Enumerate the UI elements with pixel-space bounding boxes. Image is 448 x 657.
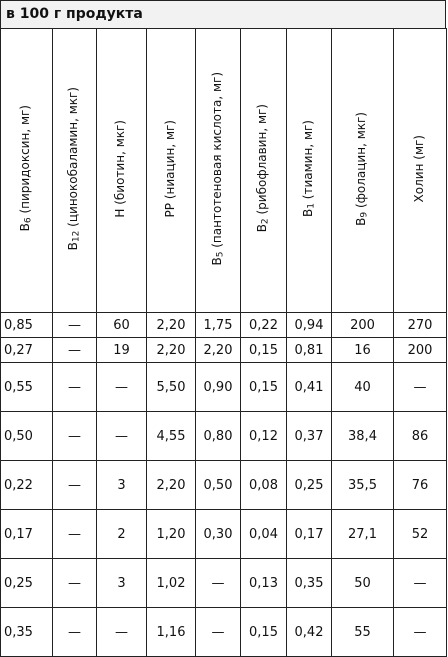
header-row: B6 (пиридоксин, мг) B12 (цинокобаламин, … (0, 28, 447, 313)
table-cell: 0,15 (240, 362, 287, 412)
table-row: 0,25 — 3 1,02 — 0,13 0,35 50 — (0, 558, 447, 608)
table-row: 0,50 — — 4,55 0,80 0,12 0,37 38,4 86 (0, 411, 447, 461)
table-cell: 1,02 (146, 558, 196, 608)
table-cell: — (96, 362, 147, 412)
col-header-b9: B9 (фолацин, мкг) (331, 28, 394, 313)
table-cell: 0,41 (286, 362, 332, 412)
col-header-b1: B1 (тиамин, мг) (286, 28, 332, 313)
table-cell: — (52, 312, 97, 338)
table-cell: 0,17 (286, 509, 332, 559)
table-cell: 2,20 (146, 312, 196, 338)
table-caption-bar: в 100 г продукта (0, 0, 446, 29)
table-cell: 0,13 (240, 558, 287, 608)
table-cell: — (195, 607, 241, 657)
table-cell: 2,20 (146, 337, 196, 363)
table-row: 0,85 — 60 2,20 1,75 0,22 0,94 200 270 (0, 312, 447, 338)
table-cell: 19 (96, 337, 147, 363)
table-cell: 0,50 (195, 460, 241, 510)
table-cell: 0,50 (0, 411, 53, 461)
table-cell: — (393, 362, 447, 412)
table-cell: 76 (393, 460, 447, 510)
table-cell: — (393, 607, 447, 657)
table-cell: 3 (96, 558, 147, 608)
table-cell: 0,35 (0, 607, 53, 657)
table-row: 0,55 — — 5,50 0,90 0,15 0,41 40 — (0, 362, 447, 412)
table-cell: — (195, 558, 241, 608)
col-header-pp: PP (ниацин, мг) (146, 28, 196, 313)
table-cell: 52 (393, 509, 447, 559)
table-cell: 50 (331, 558, 394, 608)
table-cell: 0,15 (240, 337, 287, 363)
table-cell: — (52, 460, 97, 510)
table-row: 0,17 — 2 1,20 0,30 0,04 0,17 27,1 52 (0, 509, 447, 559)
table-cell: 1,16 (146, 607, 196, 657)
col-header-b2: B2 (рибофлавин, мг) (240, 28, 287, 313)
table-cell: 0,30 (195, 509, 241, 559)
table-cell: — (52, 362, 97, 412)
nutrient-table: B6 (пиридоксин, мг) B12 (цинокобаламин, … (0, 28, 447, 657)
table-cell: 0,25 (0, 558, 53, 608)
table-cell: 1,75 (195, 312, 241, 338)
col-header-b12: B12 (цинокобаламин, мкг) (52, 28, 97, 313)
table-cell: 0,37 (286, 411, 332, 461)
table-cell: 16 (331, 337, 394, 363)
table-cell: 0,85 (0, 312, 53, 338)
table-caption: в 100 г продукта (6, 6, 143, 22)
table-cell: 40 (331, 362, 394, 412)
table-cell: 86 (393, 411, 447, 461)
table-cell: 0,04 (240, 509, 287, 559)
table-row: 0,27 — 19 2,20 2,20 0,15 0,81 16 200 (0, 337, 447, 363)
table-cell: — (52, 558, 97, 608)
table-cell: 0,35 (286, 558, 332, 608)
table-cell: — (96, 411, 147, 461)
table-cell: 0,55 (0, 362, 53, 412)
table-cell: 35,5 (331, 460, 394, 510)
table-cell: — (393, 558, 447, 608)
table-cell: 0,15 (240, 607, 287, 657)
table-cell: 0,90 (195, 362, 241, 412)
table-cell: 3 (96, 460, 147, 510)
table-cell: 1,20 (146, 509, 196, 559)
table-cell: 0,12 (240, 411, 287, 461)
table-cell: 38,4 (331, 411, 394, 461)
table-cell: 270 (393, 312, 447, 338)
table-cell: 0,27 (0, 337, 53, 363)
table-cell: 0,80 (195, 411, 241, 461)
table-cell: 2,20 (195, 337, 241, 363)
table-cell: — (52, 509, 97, 559)
col-header-b5: B5 (пантотеновая кислота, мг) (195, 28, 241, 313)
table-cell: 2,20 (146, 460, 196, 510)
table-cell: 200 (331, 312, 394, 338)
table-cell: 0,17 (0, 509, 53, 559)
table-cell: — (96, 607, 147, 657)
table-cell: 27,1 (331, 509, 394, 559)
table-cell: 60 (96, 312, 147, 338)
col-header-h: H (биотин, мкг) (96, 28, 147, 313)
table-cell: 0,94 (286, 312, 332, 338)
table-cell: 0,81 (286, 337, 332, 363)
table-row: 0,35 — — 1,16 — 0,15 0,42 55 — (0, 607, 447, 657)
table-cell: — (52, 411, 97, 461)
table-row: 0,22 — 3 2,20 0,50 0,08 0,25 35,5 76 (0, 460, 447, 510)
table-cell: — (52, 337, 97, 363)
table-cell: 4,55 (146, 411, 196, 461)
table-cell: 0,25 (286, 460, 332, 510)
table-cell: 55 (331, 607, 394, 657)
table-cell: 0,42 (286, 607, 332, 657)
col-header-b6: B6 (пиридоксин, мг) (0, 28, 53, 313)
table-cell: 2 (96, 509, 147, 559)
col-header-choline: Холин (мг) (393, 28, 447, 313)
table-cell: 5,50 (146, 362, 196, 412)
table-cell: 200 (393, 337, 447, 363)
table-cell: 0,22 (240, 312, 287, 338)
table-cell: — (52, 607, 97, 657)
table-cell: 0,22 (0, 460, 53, 510)
table-cell: 0,08 (240, 460, 287, 510)
